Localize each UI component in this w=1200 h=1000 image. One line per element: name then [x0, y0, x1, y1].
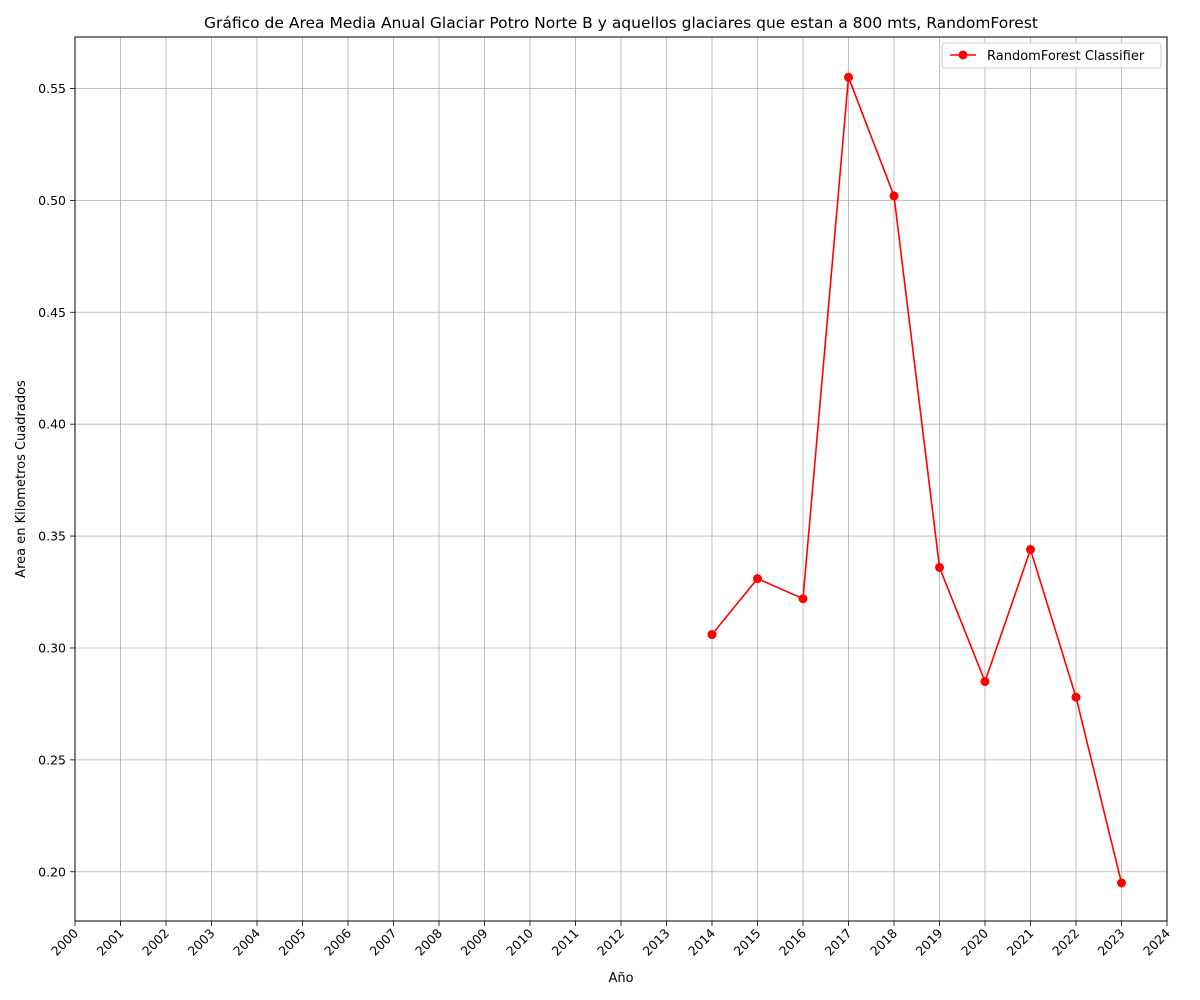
data-point	[753, 574, 762, 584]
plot-frame	[74, 36, 1168, 922]
y-tick-label: 0.45	[38, 305, 66, 320]
data-point	[980, 677, 990, 687]
legend-marker-sample	[958, 50, 968, 60]
data-point	[1026, 544, 1035, 554]
y-tick-label: 0.35	[38, 529, 66, 544]
series-line	[711, 76, 1123, 884]
data-point	[889, 191, 899, 201]
legend: RandomForest Classifier	[941, 42, 1162, 69]
y-tick-label: 0.50	[38, 193, 66, 208]
y-tick-label: 0.55	[38, 81, 66, 96]
data-point	[798, 594, 808, 604]
data-point	[1117, 878, 1126, 888]
x-axis-label: Año	[608, 971, 633, 986]
data-point	[1071, 692, 1081, 702]
data-point	[707, 630, 717, 640]
y-axis-ticks: 0.20 0.25 0.30 0.35 0.40 0.45 0.50 0.55	[38, 81, 75, 879]
y-tick-label: 0.40	[38, 417, 66, 432]
y-tick-label: 0.25	[38, 752, 66, 767]
legend-entry-label: RandomForest Classifier	[987, 49, 1145, 64]
x-axis-ticks: 2000 2001 2002 2003 2004 2005 2006 2007 2008 2009…	[48, 921, 1173, 959]
chart-title: Gráfico de Area Media Anual Glaciar Potr…	[204, 14, 1038, 32]
legend-box	[941, 42, 1162, 69]
y-axis-label: Area en Kilometros Cuadrados	[14, 380, 29, 578]
series-group	[707, 72, 1126, 888]
data-point	[935, 562, 944, 572]
y-tick-label: 0.20	[38, 864, 66, 879]
y-tick-label: 0.30	[38, 640, 66, 655]
data-point	[844, 72, 853, 82]
